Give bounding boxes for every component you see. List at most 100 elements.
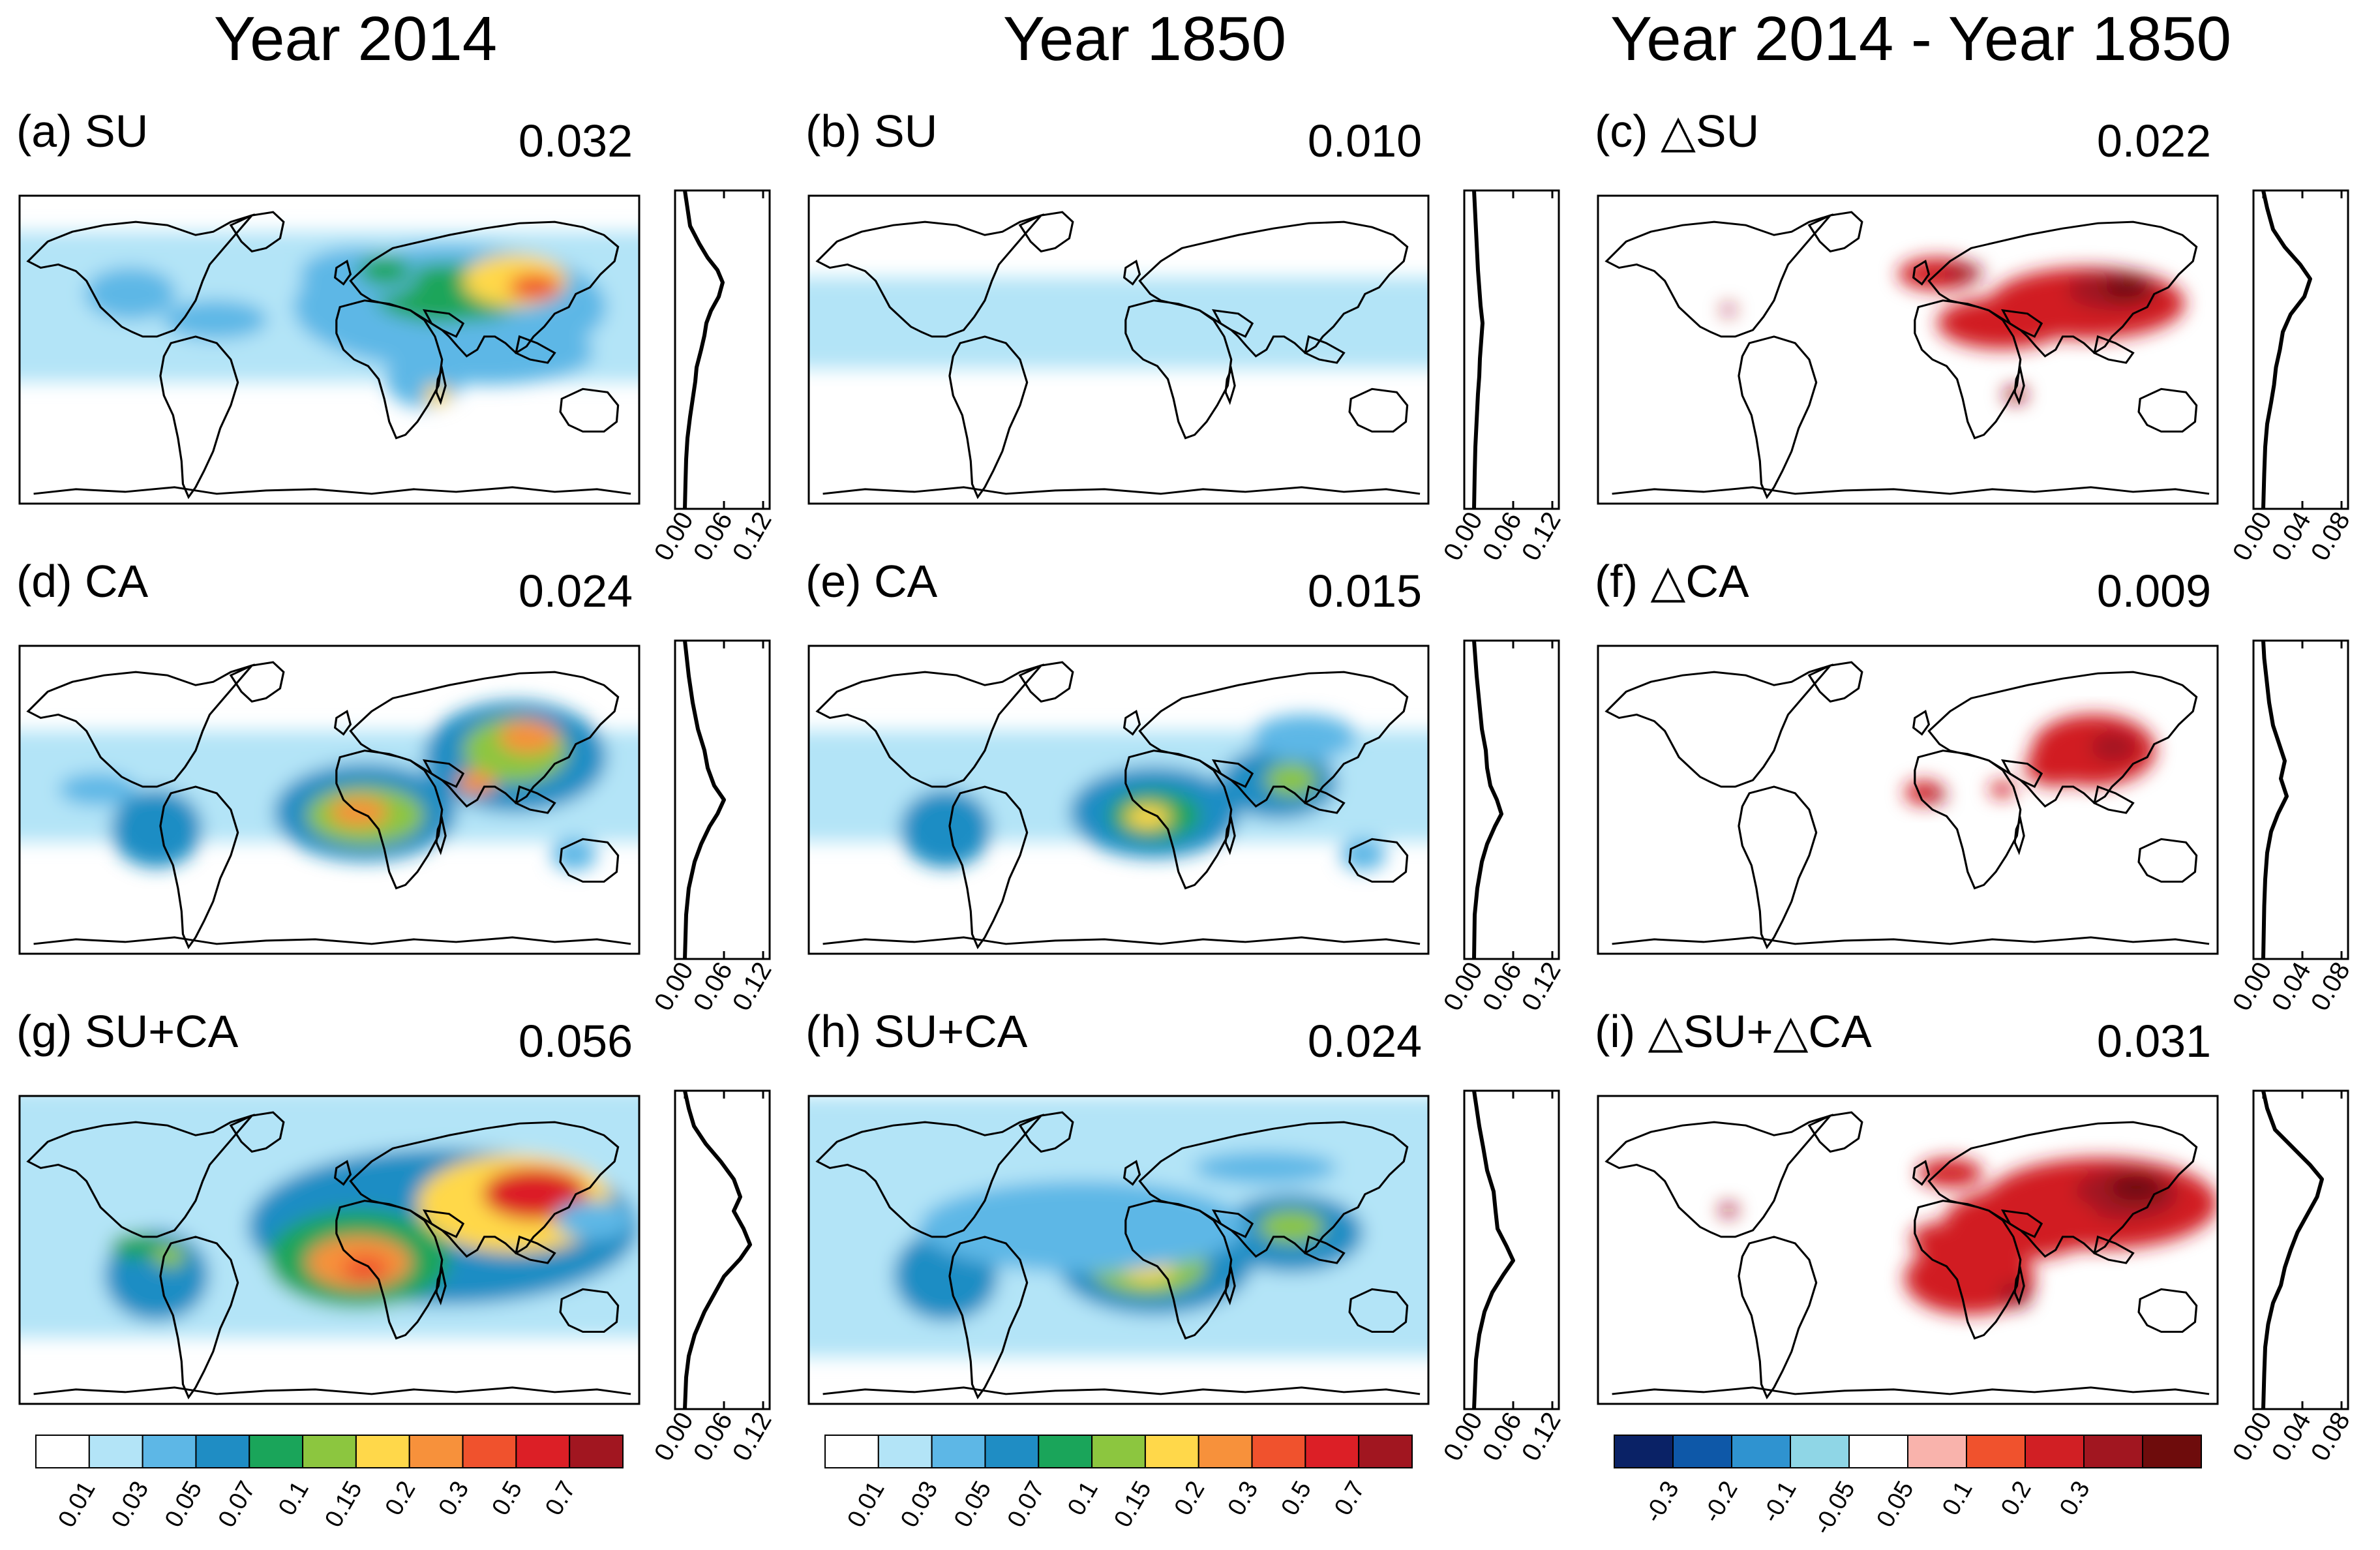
profile-tick-label: 0.12 [727, 1408, 777, 1466]
colorbar-label: 0.1 [1062, 1477, 1104, 1521]
panel-global-mean: 0.056 [519, 1016, 633, 1067]
colorbar-cell [569, 1435, 624, 1468]
profile-tick-label: 0.06 [688, 508, 738, 566]
colorbar-label: 0.01 [53, 1477, 100, 1532]
profile-tick-label: 0.00 [649, 1408, 699, 1466]
colorbar-label: 0.5 [487, 1477, 528, 1521]
colorbar-cell [1614, 1435, 1674, 1468]
zonal-mean-line [683, 1090, 752, 1410]
colorbar-label: 0.07 [1002, 1477, 1050, 1532]
panel-label: (d) CA [16, 556, 149, 607]
column-title-2: Year 1850 [1003, 4, 1286, 74]
map-frame [807, 1095, 1430, 1405]
colorbar-cell [1672, 1435, 1732, 1468]
colorbar-label: 0.2 [1169, 1477, 1211, 1521]
profile-tick-label: 0.06 [688, 958, 738, 1016]
field-blob [509, 274, 561, 300]
panel-global-mean: 0.010 [1308, 115, 1422, 166]
field-blob [2110, 1174, 2162, 1200]
field-blob [483, 1168, 587, 1220]
panel-label: (f) △CA [1595, 556, 1749, 607]
profile-tick-label: 0.06 [1477, 1408, 1528, 1466]
colorbar-label: 0.7 [540, 1477, 581, 1521]
colorbar-cell [984, 1435, 1040, 1468]
field-blob [2025, 747, 2084, 786]
profile-tick-label: 0.12 [1516, 508, 1567, 566]
colorbar-cell [2083, 1435, 2143, 1468]
field-blob [2103, 275, 2149, 299]
colorbar-label: 0.05 [1871, 1477, 1919, 1532]
field-blob [1989, 782, 2015, 797]
profile-tick-label: 0.12 [727, 958, 777, 1016]
profile-tick-label: 0.12 [1516, 1408, 1567, 1466]
colorbar-cell [877, 1435, 933, 1468]
field-blob [1719, 1204, 1738, 1217]
colorbar-label: 0.03 [896, 1477, 943, 1532]
colorbar-cell [1907, 1435, 1967, 1468]
profile-tick-label: 0.08 [2306, 508, 2356, 566]
profile-tick-label: 0.00 [1438, 1408, 1488, 1466]
field-blob [2090, 733, 2136, 761]
profile-frame [2252, 189, 2349, 510]
field-blob [1125, 805, 1171, 828]
field-blob [1722, 305, 1735, 315]
colorbar-cell [1038, 1435, 1093, 1468]
field-blob [385, 320, 594, 385]
profile-tick-label: 0.12 [727, 508, 777, 566]
colorbar-cell [1358, 1435, 1413, 1468]
panel-label: (g) SU+CA [16, 1006, 239, 1057]
profile-frame [2252, 1089, 2349, 1410]
field-blob [554, 1200, 633, 1239]
field-blob [111, 1233, 163, 1259]
colorbar-label: -0.3 [1640, 1477, 1685, 1528]
zonal-mean-line [1472, 1090, 1515, 1410]
profile-tick-label: 0.04 [2267, 1408, 2317, 1466]
field-blob [1340, 838, 1386, 871]
panel-global-mean: 0.015 [1308, 566, 1422, 616]
colorbar-label: -0.2 [1698, 1477, 1743, 1528]
profile-tick-label: 0.04 [2267, 958, 2317, 1016]
field-blob [1259, 1210, 1324, 1243]
map-field [1598, 646, 2218, 954]
map-frame [1597, 645, 2219, 955]
map-frame [18, 194, 640, 505]
colorbar-label: 0.7 [1329, 1477, 1370, 1521]
profile-tick-label: 0.12 [1516, 958, 1567, 1016]
colorbar-label: 0.15 [320, 1477, 367, 1532]
field-blob [887, 290, 1226, 356]
colorbar-cell [302, 1435, 357, 1468]
zonal-mean-line [683, 190, 725, 509]
field-blob [1096, 281, 1174, 307]
colorbar-label: 0.15 [1109, 1477, 1156, 1532]
map-field [1598, 1096, 2218, 1404]
profile-tick-label: 0.00 [2227, 1408, 2278, 1466]
map-frame [18, 645, 640, 955]
colorbar-cell [1198, 1435, 1253, 1468]
panel-label: (h) SU+CA [806, 1006, 1028, 1057]
field-blob [59, 773, 137, 806]
panel-global-mean: 0.032 [519, 115, 633, 166]
profile-frame [1463, 189, 1560, 510]
colorbar-cell [249, 1435, 304, 1468]
map-field [20, 196, 639, 504]
colorbar-cell [1848, 1435, 1908, 1468]
profile-tick-label: 0.00 [649, 958, 699, 1016]
colorbar-cell [1091, 1435, 1146, 1468]
colorbar-label: 0.3 [434, 1477, 475, 1521]
field-blob [1252, 714, 1357, 760]
colorbar-cell [2025, 1435, 2085, 1468]
colorbar-cell [931, 1435, 986, 1468]
colorbar-label: -0.05 [1809, 1477, 1861, 1540]
colorbar-label: 0.2 [1996, 1477, 2037, 1521]
profile-tick-label: 0.06 [1477, 508, 1528, 566]
map-frame [807, 194, 1430, 505]
colorbar-cell [1144, 1435, 1199, 1468]
colorbar-cell [824, 1435, 879, 1468]
colorbar-label: 0.3 [1223, 1477, 1264, 1521]
colorbar-label: 0.1 [273, 1477, 314, 1521]
colorbar-cell [35, 1435, 90, 1468]
colorbar-label: 0.01 [842, 1477, 890, 1532]
map-field [809, 646, 1428, 954]
field-blob [163, 300, 267, 339]
field-blob [1918, 1159, 1983, 1187]
